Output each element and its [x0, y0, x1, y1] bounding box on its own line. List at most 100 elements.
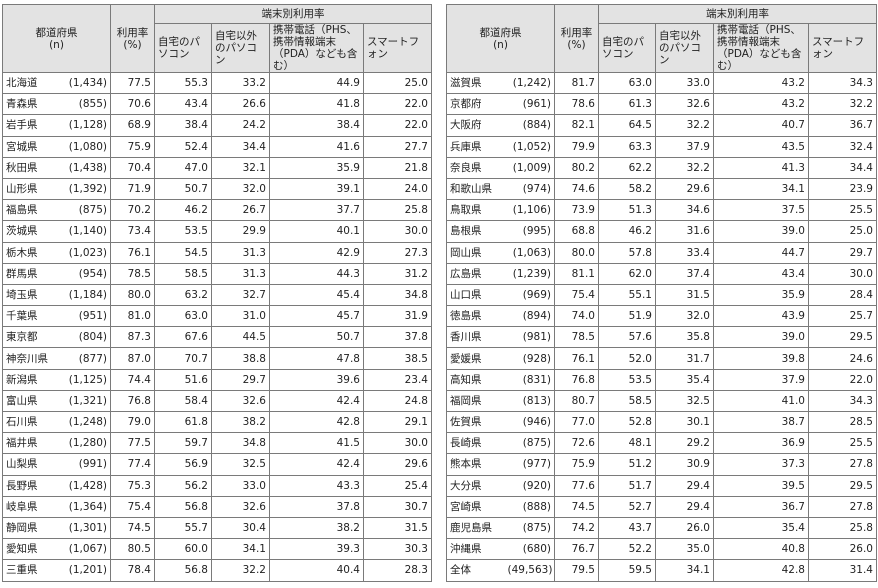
other-pc-cell: 32.5 [655, 389, 714, 413]
mobile-phone-cell: 40.4 [269, 559, 364, 582]
table-row: 静岡県 (1,301) 74.5 55.7 30.4 38.2 31.5 [2, 516, 432, 540]
sample-size-cell: (1,280) [60, 432, 111, 455]
prefecture-name-cell: 滋賀県 [446, 71, 505, 95]
home-pc-cell: 52.2 [598, 538, 656, 561]
smartphone-cell: 36.7 [808, 114, 877, 137]
usage-rate-cell: 76.8 [554, 368, 599, 391]
smartphone-cell: 22.0 [363, 93, 432, 116]
sample-size-cell: (1,438) [60, 156, 111, 179]
home-pc-cell: 51.7 [598, 474, 656, 497]
usage-rate-cell: 81.0 [110, 305, 155, 328]
prefecture-name-cell: 長野県 [2, 474, 61, 497]
table-row: 青森県 (855) 70.6 43.4 26.6 41.8 22.0 [2, 93, 432, 116]
prefecture-name-cell: 山形県 [2, 177, 61, 201]
header-usage-rate: 利用率 (%) [554, 4, 599, 73]
home-pc-cell: 60.0 [154, 538, 212, 561]
prefecture-name-cell: 秋田県 [2, 156, 61, 179]
home-pc-cell: 55.7 [154, 516, 212, 540]
prefecture-name-cell: 北海道 [2, 71, 61, 95]
table-row: 熊本県 (977) 75.9 51.2 30.9 37.3 27.8 [446, 453, 877, 476]
table-body-left: 北海道 (1,434) 77.5 55.3 33.2 44.9 25.0 青森県 (855) 70… [2, 71, 432, 582]
header-prefecture-label: 都道府県 [479, 26, 522, 39]
smartphone-cell: 22.0 [363, 114, 432, 137]
header-rate-label: 利用率 [116, 26, 149, 39]
table-row: 長野県 (1,428) 75.3 56.2 33.0 43.3 25.4 [2, 474, 432, 497]
mobile-phone-cell: 35.4 [713, 516, 809, 540]
home-pc-cell: 50.7 [154, 177, 212, 201]
other-pc-cell: 35.4 [655, 368, 714, 391]
usage-rate-cell: 78.4 [110, 559, 155, 582]
other-pc-cell: 30.1 [655, 410, 714, 434]
prefecture-name-cell: 岡山県 [446, 241, 505, 264]
usage-rate-cell: 74.6 [554, 177, 599, 201]
usage-rate-cell: 73.9 [554, 199, 599, 222]
table-row: 愛知県 (1,067) 80.5 60.0 34.1 39.3 30.3 [2, 538, 432, 561]
home-pc-cell: 70.7 [154, 347, 212, 370]
prefecture-name-cell: 山梨県 [2, 453, 61, 476]
smartphone-cell: 24.0 [363, 177, 432, 201]
prefecture-name-cell: 鳥取県 [446, 199, 505, 222]
usage-rate-cell: 80.0 [554, 241, 599, 264]
home-pc-cell: 61.3 [598, 93, 656, 116]
home-pc-cell: 43.4 [154, 93, 212, 116]
prefecture-name-cell: 宮城県 [2, 135, 61, 158]
sample-size-cell: (1,434) [60, 71, 111, 95]
smartphone-cell: 28.4 [808, 283, 877, 307]
prefecture-name-cell: 和歌山県 [446, 177, 505, 201]
other-pc-cell: 29.4 [655, 495, 714, 518]
home-pc-cell: 59.5 [598, 559, 656, 582]
other-pc-cell: 32.6 [211, 389, 270, 413]
usage-rate-cell: 74.5 [110, 516, 155, 540]
smartphone-cell: 31.2 [363, 262, 432, 285]
smartphone-cell: 26.0 [808, 538, 877, 561]
table-row: 岩手県 (1,128) 68.9 38.4 24.2 38.4 22.0 [2, 114, 432, 137]
table-row: 三重県 (1,201) 78.4 56.8 32.2 40.4 28.3 [2, 559, 432, 582]
usage-rate-cell: 77.5 [110, 432, 155, 455]
mobile-phone-cell: 41.0 [713, 389, 809, 413]
prefecture-name-cell: 大分県 [446, 474, 505, 497]
sample-size-cell: (981) [504, 326, 555, 349]
other-pc-cell: 31.0 [211, 305, 270, 328]
table-row: 和歌山県 (974) 74.6 58.2 29.6 34.1 23.9 [446, 177, 877, 201]
sample-size-cell: (961) [504, 93, 555, 116]
other-pc-cell: 26.6 [211, 93, 270, 116]
usage-rate-cell: 78.6 [554, 93, 599, 116]
other-pc-cell: 34.1 [211, 538, 270, 561]
usage-rate-cell: 75.4 [110, 495, 155, 518]
home-pc-cell: 58.5 [154, 262, 212, 285]
usage-rate-cell: 80.7 [554, 389, 599, 413]
mobile-phone-cell: 39.0 [713, 326, 809, 349]
home-pc-cell: 58.2 [598, 177, 656, 201]
sample-size-cell: (877) [60, 347, 111, 370]
header-smartphone: スマートフォン [808, 23, 877, 73]
mobile-phone-cell: 39.3 [269, 538, 364, 561]
mobile-phone-cell: 39.1 [269, 177, 364, 201]
header-mobile-phone: 携帯電話（PHS、携帯情報端末（PDA）なども含む） [713, 23, 809, 73]
prefecture-name-cell: 東京都 [2, 326, 61, 349]
header-prefecture-label: 都道府県 [35, 26, 78, 39]
home-pc-cell: 48.1 [598, 432, 656, 455]
smartphone-cell: 31.5 [363, 516, 432, 540]
sample-size-cell: (875) [504, 432, 555, 455]
other-pc-cell: 32.5 [211, 453, 270, 476]
mobile-phone-cell: 47.8 [269, 347, 364, 370]
home-pc-cell: 56.2 [154, 474, 212, 497]
sample-size-cell: (946) [504, 410, 555, 434]
smartphone-cell: 27.8 [808, 453, 877, 476]
prefecture-name-cell: 三重県 [2, 559, 61, 582]
table-row: 山形県 (1,392) 71.9 50.7 32.0 39.1 24.0 [2, 177, 432, 201]
prefecture-name-cell: 沖縄県 [446, 538, 505, 561]
table-row: 山口県 (969) 75.4 55.1 31.5 35.9 28.4 [446, 283, 877, 307]
usage-rate-cell: 74.2 [554, 516, 599, 540]
usage-rate-cell: 70.4 [110, 156, 155, 179]
mobile-phone-cell: 37.3 [713, 453, 809, 476]
usage-rate-cell: 74.5 [554, 495, 599, 518]
prefecture-name-cell: 埼玉県 [2, 283, 61, 307]
mobile-phone-cell: 42.4 [269, 389, 364, 413]
smartphone-cell: 30.7 [363, 495, 432, 518]
table-row: 群馬県 (954) 78.5 58.5 31.3 44.3 31.2 [2, 262, 432, 285]
table-row: 秋田県 (1,438) 70.4 47.0 32.1 35.9 21.8 [2, 156, 432, 179]
usage-rate-cell: 74.0 [554, 305, 599, 328]
sample-size-cell: (954) [60, 262, 111, 285]
header-rate-label: 利用率 [560, 26, 593, 39]
